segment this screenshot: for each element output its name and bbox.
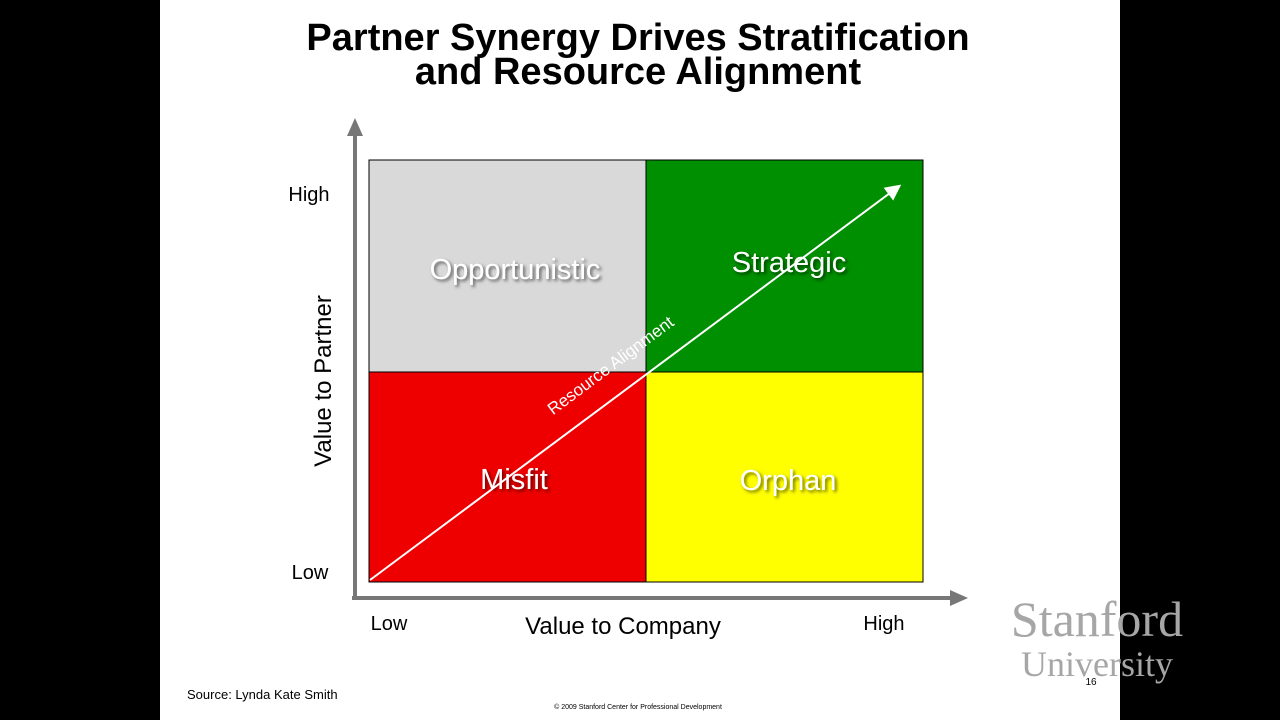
axis-end-label: High (288, 184, 329, 206)
logo-line: Stanford (1011, 591, 1183, 647)
x-axis-title: Value to Company (525, 613, 721, 640)
title-line: and Resource Alignment (415, 51, 862, 93)
logo-line: University (1021, 644, 1173, 684)
page-number: 16 (1085, 677, 1097, 688)
y-axis-arrowhead (347, 118, 363, 136)
copyright: © 2009 Stanford Center for Professional … (554, 703, 722, 711)
axis-end-label: Low (371, 613, 408, 635)
x-axis-arrowhead (950, 590, 968, 606)
quadrant (645, 159, 924, 373)
quadrant-label: Orphan (740, 465, 837, 497)
axis-end-label: Low (292, 562, 329, 584)
quadrant-label: Strategic (732, 247, 846, 279)
y-axis-title: Value to Partner (310, 295, 337, 467)
source: Source: Lynda Kate Smith (187, 687, 338, 702)
axis-end-label: High (863, 613, 904, 635)
quadrant (645, 371, 924, 583)
alignment-arrow (369, 184, 902, 581)
title-line: Partner Synergy Drives Stratification (306, 17, 969, 59)
quadrant (368, 159, 647, 373)
quadrant-label: Opportunistic (430, 254, 601, 286)
